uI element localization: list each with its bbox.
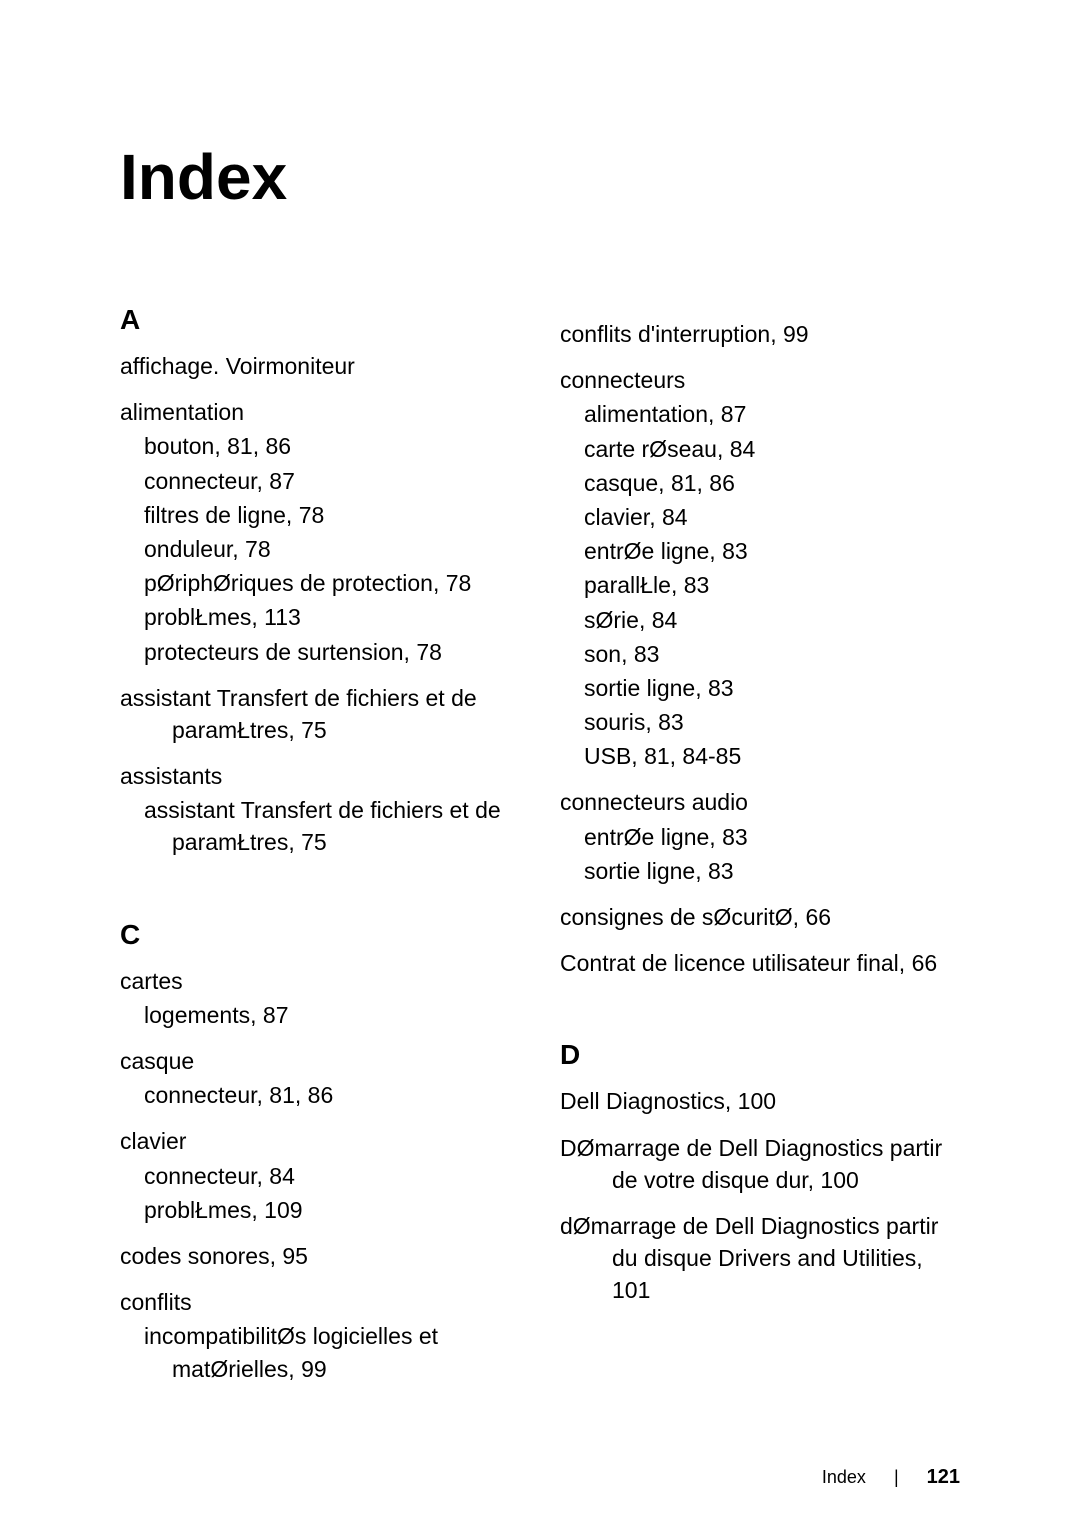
index-entry: DØmarrage de Dell Diagnostics partir de …	[560, 1132, 960, 1196]
page-footer: Index | 121	[822, 1466, 960, 1489]
index-sub-entry: connecteur, 84	[120, 1160, 520, 1192]
index-entry: alimentation	[120, 396, 520, 428]
footer-label: Index	[822, 1467, 866, 1488]
index-sub-entry: sØrie, 84	[560, 604, 960, 636]
index-entry: Dell Diagnostics, 100	[560, 1085, 960, 1117]
page-title: Index	[120, 140, 960, 214]
index-entry: Contrat de licence utilisateur final, 66	[560, 947, 960, 979]
index-column-right: conflits d'interruption, 99 connecteursal…	[560, 304, 960, 1387]
index-sub-entry: connecteur, 87	[120, 465, 520, 497]
index-entry: connecteurs	[560, 364, 960, 396]
index-entry: casque	[120, 1045, 520, 1077]
index-sub-entry: souris, 83	[560, 706, 960, 738]
index-sub-entry: son, 83	[560, 638, 960, 670]
index-sub-entry: protecteurs de surtension, 78	[120, 636, 520, 668]
index-entry: dØmarrage de Dell Diagnostics partir du …	[560, 1210, 960, 1307]
index-sub-entry: entrØe ligne, 83	[560, 821, 960, 853]
index-entry: assistant Transfert de fichiers et de pa…	[120, 682, 520, 746]
index-sub-entry: clavier, 84	[560, 501, 960, 533]
index-sub-entry: pØriphØriques de protection, 78	[120, 567, 520, 599]
index-entry: consignes de sØcuritØ, 66	[560, 901, 960, 933]
index-entry: conflits d'interruption, 99	[560, 318, 960, 350]
index-column-left: Aaffichage. Voirmoniteur alimentationbout…	[120, 304, 520, 1387]
index-sub-entry: sortie ligne, 83	[560, 855, 960, 887]
index-sub-entry: logements, 87	[120, 999, 520, 1031]
index-sub-entry: onduleur, 78	[120, 533, 520, 565]
index-sub-entry: assistant Transfert de fichiers et de pa…	[120, 794, 520, 858]
index-entry: codes sonores, 95	[120, 1240, 520, 1272]
index-sub-entry: connecteur, 81, 86	[120, 1079, 520, 1111]
index-sub-entry: entrØe ligne, 83	[560, 535, 960, 567]
index-entry: cartes	[120, 965, 520, 997]
footer-separator: |	[894, 1467, 899, 1488]
index-sub-entry: sortie ligne, 83	[560, 672, 960, 704]
index-letter: D	[560, 1039, 960, 1071]
index-sub-entry: incompatibilitØs logicielles et matØriel…	[120, 1320, 520, 1384]
index-sub-entry: carte rØseau, 84	[560, 433, 960, 465]
index-entry: assistants	[120, 760, 520, 792]
index-letter: A	[120, 304, 520, 336]
footer-page-number: 121	[927, 1466, 960, 1489]
index-entry: conflits	[120, 1286, 520, 1318]
index-sub-entry: filtres de ligne, 78	[120, 499, 520, 531]
index-entry: connecteurs audio	[560, 786, 960, 818]
index-letter: C	[120, 919, 520, 951]
index-entry: affichage. Voirmoniteur	[120, 350, 520, 382]
index-sub-entry: alimentation, 87	[560, 398, 960, 430]
index-sub-entry: problŁmes, 109	[120, 1194, 520, 1226]
page: Index Aaffichage. Voirmoniteur alimentati…	[0, 0, 1080, 1529]
index-sub-entry: problŁmes, 113	[120, 601, 520, 633]
index-sub-entry: casque, 81, 86	[560, 467, 960, 499]
index-columns: Aaffichage. Voirmoniteur alimentationbout…	[120, 304, 960, 1387]
index-entry: clavier	[120, 1125, 520, 1157]
index-sub-entry: parallŁle, 83	[560, 569, 960, 601]
index-sub-entry: bouton, 81, 86	[120, 430, 520, 462]
index-sub-entry: USB, 81, 84-85	[560, 740, 960, 772]
